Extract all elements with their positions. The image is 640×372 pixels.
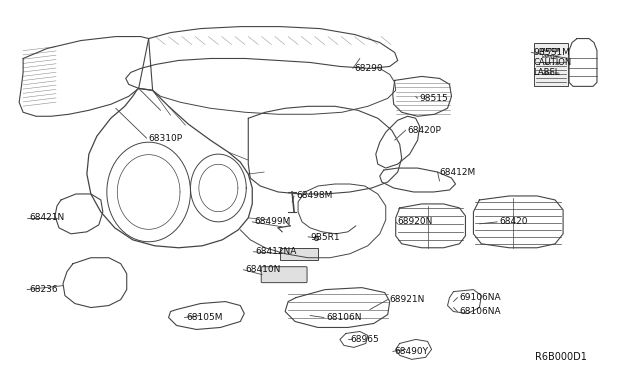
Text: 68105M: 68105M [186, 313, 223, 322]
Text: 68106NA: 68106NA [460, 307, 501, 316]
Text: 68420: 68420 [499, 217, 528, 227]
Text: 68236: 68236 [29, 285, 58, 294]
Text: 69106NA: 69106NA [460, 293, 501, 302]
Text: 68421N: 68421N [29, 214, 65, 222]
Text: LABEL: LABEL [533, 68, 559, 77]
Text: 68498M: 68498M [296, 192, 332, 201]
Text: 68921N: 68921N [390, 295, 425, 304]
Text: 68290: 68290 [355, 64, 383, 73]
FancyBboxPatch shape [261, 267, 307, 283]
Text: WARNING: WARNING [542, 55, 560, 60]
Text: 68410N: 68410N [245, 265, 281, 274]
Text: 9B5S1M: 9B5S1M [533, 48, 570, 57]
Text: 68106N: 68106N [326, 313, 362, 322]
Text: WARNING: WARNING [542, 73, 560, 76]
Text: 98515: 98515 [420, 94, 449, 103]
Text: 68420P: 68420P [408, 126, 442, 135]
Text: 68499M: 68499M [254, 217, 291, 227]
Text: CAUTION: CAUTION [542, 62, 560, 67]
Text: 68412M: 68412M [440, 167, 476, 177]
Text: 68310P: 68310P [148, 134, 183, 143]
Text: 68490Y: 68490Y [395, 347, 429, 356]
Text: CAUTION: CAUTION [541, 48, 561, 53]
Text: 68412NA: 68412NA [255, 247, 296, 256]
Text: CAUTION: CAUTION [533, 58, 572, 67]
Text: 9B5R1: 9B5R1 [310, 233, 340, 242]
FancyBboxPatch shape [280, 248, 318, 260]
FancyBboxPatch shape [534, 42, 568, 86]
Text: 68920N: 68920N [397, 217, 433, 227]
Text: 68965: 68965 [350, 335, 379, 344]
Text: R6B000D1: R6B000D1 [535, 352, 587, 362]
